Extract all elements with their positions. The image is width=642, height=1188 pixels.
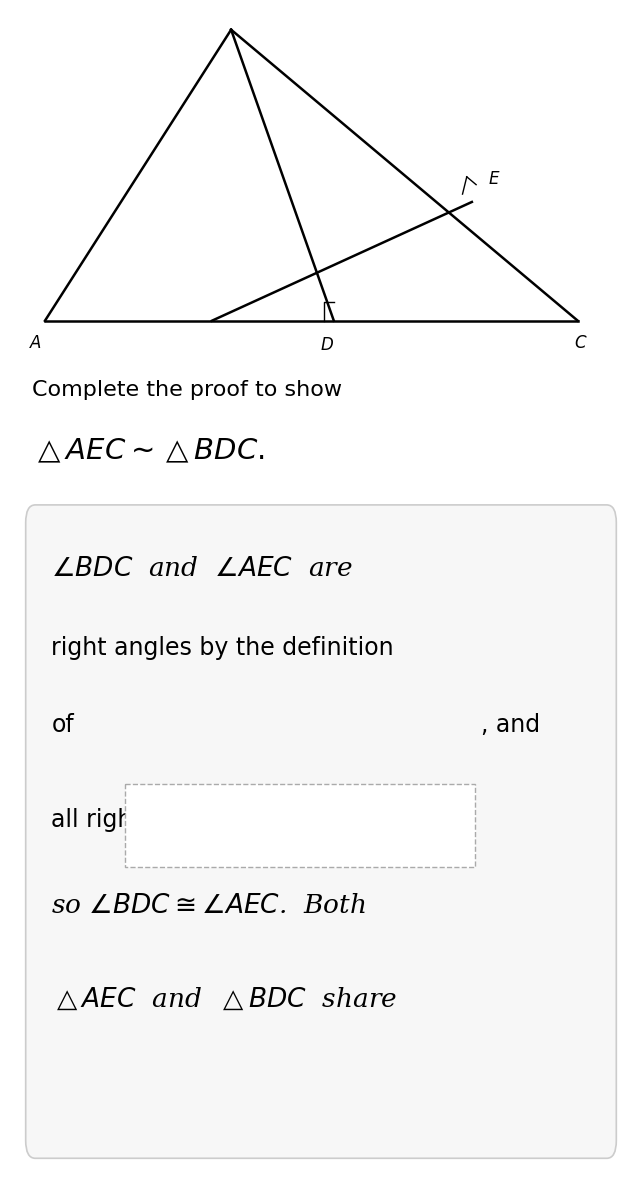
Text: $\triangle AEC \sim \triangle BDC.$: $\triangle AEC \sim \triangle BDC.$ xyxy=(32,437,265,466)
Text: , and: , and xyxy=(482,713,541,737)
Text: $C$: $C$ xyxy=(574,335,588,352)
Text: $\angle BDC$  and  $\angle AEC$  are: $\angle BDC$ and $\angle AEC$ are xyxy=(51,556,353,581)
Text: $D$: $D$ xyxy=(320,337,334,354)
Text: Complete the proof to show: Complete the proof to show xyxy=(32,380,342,400)
Text: of: of xyxy=(51,713,74,737)
Bar xyxy=(125,784,475,867)
Text: $A$: $A$ xyxy=(29,335,42,352)
Text: so $\angle BDC \cong \angle AEC$.  Both: so $\angle BDC \cong \angle AEC$. Both xyxy=(51,893,367,918)
Text: right angles by the definition: right angles by the definition xyxy=(51,636,394,659)
FancyBboxPatch shape xyxy=(26,505,616,1158)
Text: $\triangle AEC$  and  $\triangle BDC$  share: $\triangle AEC$ and $\triangle BDC$ shar… xyxy=(51,986,397,1012)
Text: all right angles are congruent,: all right angles are congruent, xyxy=(51,808,409,832)
Text: $E$: $E$ xyxy=(488,171,500,188)
